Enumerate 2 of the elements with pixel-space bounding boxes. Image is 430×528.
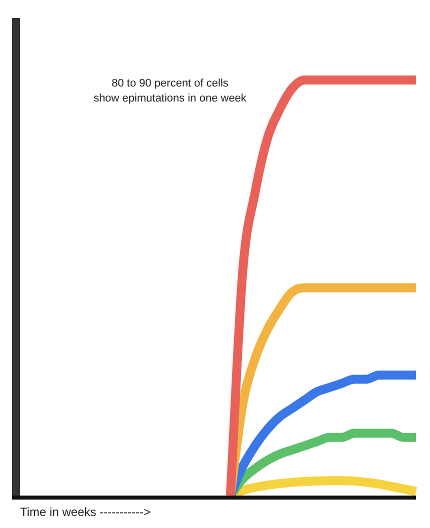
annotation: 80 to 90 percent of cells show epimutations in one week — [94, 78, 247, 105]
x-axis-title: Time in weeks -----------> — [20, 505, 151, 520]
